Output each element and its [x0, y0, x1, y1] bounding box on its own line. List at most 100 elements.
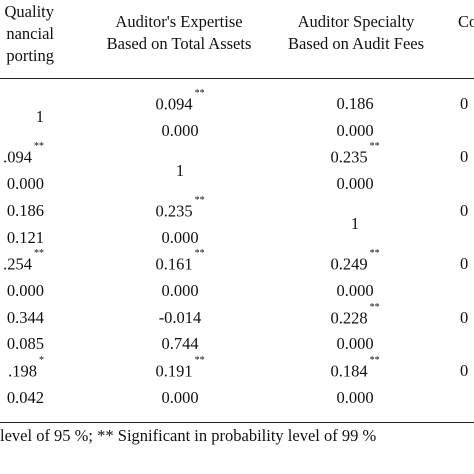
cell-value: 0.235: [330, 147, 368, 167]
bottom-rule: [0, 422, 474, 423]
cell-value: 1: [35, 107, 44, 127]
cell-r5-c1: 0.121: [6, 227, 44, 247]
cell-r6-c2: 0.161**: [100, 249, 260, 274]
cell-r8-c4: 0: [460, 307, 469, 327]
cell-value: 1: [350, 214, 360, 234]
header-col1: Quality nancial porting: [4, 2, 55, 70]
significance-marker: **: [34, 248, 44, 260]
cell-value: 0.000: [6, 280, 44, 300]
cell-value: 0.228: [330, 308, 368, 328]
header-col1-line2: nancial: [6, 24, 54, 43]
cell-value: 0.000: [161, 120, 199, 140]
header-col2-line2: Based on Total Assets: [106, 34, 252, 53]
cell-value: 0.085: [6, 334, 44, 354]
cell-value: .254: [3, 254, 32, 274]
cell-r10-c2: 0.191**: [100, 356, 260, 381]
cell-r4-c3: 1: [272, 214, 438, 234]
cell-r7-c2: 0.000: [100, 280, 260, 300]
cell-value: 0: [460, 200, 469, 220]
cell-value: 0.184: [330, 361, 368, 381]
significance-marker: **: [194, 194, 205, 206]
cell-value: 0.249: [330, 254, 368, 274]
cell-value: .094: [3, 147, 32, 167]
cell-r8-c2: -0.014: [100, 307, 260, 327]
significance-marker: **: [369, 141, 380, 153]
cell-r8-c3: 0.228**: [272, 302, 438, 328]
cell-r2-c1: .094**: [3, 142, 44, 167]
cell-value: 0.235: [155, 201, 193, 221]
significance-marker: **: [369, 248, 380, 260]
cell-r0-c1: 1: [36, 109, 44, 126]
header-col2-line1: Auditor's Expertise: [115, 12, 243, 31]
significance-marker: **: [194, 248, 205, 260]
significance-marker: **: [34, 141, 44, 153]
cell-r11-c1: 0.042: [6, 387, 44, 407]
cell-value: 0: [460, 307, 469, 327]
cell-value: 0.191: [155, 361, 193, 381]
cell-value: 0.000: [161, 227, 199, 247]
cell-value: 0.161: [155, 254, 193, 274]
cell-value: 0.344: [6, 307, 44, 327]
cell-r4-c2: 0.235**: [100, 195, 260, 221]
cell-value: 0.000: [161, 387, 199, 407]
cell-value: 0.000: [161, 280, 199, 300]
significance-marker: **: [369, 301, 380, 313]
cell-r7-c1: 0.000: [6, 280, 44, 300]
cell-r1-c3: 0.000: [272, 120, 438, 140]
cell-r0-c3: 0.186: [272, 94, 438, 113]
header-col2: Auditor's Expertise Based on Total Asset…: [88, 12, 270, 58]
cell-value: 0.000: [336, 280, 374, 300]
cell-value: 0: [460, 361, 469, 380]
significance-marker: **: [194, 88, 205, 99]
footnote: level of 95 %; ** Significant in probabi…: [0, 426, 377, 445]
header-rule: [0, 78, 474, 79]
cell-r6-c3: 0.249**: [272, 249, 438, 274]
cell-value: 0: [460, 147, 469, 167]
cell-value: .198: [8, 361, 37, 381]
significance-marker: *: [39, 355, 44, 366]
cell-value: 0.186: [336, 94, 374, 113]
cell-r3-c3: 0.000: [272, 174, 438, 194]
cell-r4-c4: 0: [460, 200, 469, 220]
header-col3: Auditor Specialty Based on Audit Fees: [270, 12, 442, 58]
cell-r10-c4: 0: [460, 361, 469, 380]
cell-r0-c4: 0: [460, 94, 469, 113]
cell-r0-c2: 0.094**: [100, 89, 260, 114]
cell-value: 0.042: [6, 387, 44, 407]
cell-r2-c4: 0: [460, 149, 468, 166]
cell-r6-c1: .254**: [3, 249, 44, 274]
cell-r3-c1: 0.000: [6, 174, 44, 194]
header-col1-line1: Quality: [4, 2, 55, 21]
cell-value: 0.000: [336, 174, 374, 194]
cell-r2-c2: 1: [100, 160, 260, 180]
cell-r11-c3: 0.000: [272, 387, 438, 407]
cell-r10-c1: .198*: [8, 356, 44, 381]
cell-value: 1: [175, 160, 185, 180]
cell-value: -0.014: [158, 307, 202, 327]
cell-r11-c2: 0.000: [100, 387, 260, 407]
cell-r8-c1: 0.344: [6, 307, 44, 327]
cell-value: 0: [460, 254, 469, 274]
cell-value: 0.000: [6, 174, 44, 194]
cell-r10-c3: 0.184**: [272, 356, 438, 381]
significance-marker: **: [194, 355, 205, 366]
cell-r9-c2: 0.744: [100, 336, 260, 353]
cell-r2-c3: 0.235**: [272, 142, 438, 167]
cell-r9-c1: 0.085: [7, 336, 44, 353]
cell-value: 0: [460, 94, 469, 113]
cell-r9-c3: 0.000: [272, 336, 438, 353]
cell-value: 0.000: [336, 334, 374, 354]
cell-r4-c1: 0.186: [6, 200, 44, 220]
cell-r7-c3: 0.000: [272, 280, 438, 300]
cell-value: 0.121: [6, 227, 44, 247]
header-col3-line1: Auditor Specialty: [297, 12, 415, 31]
cell-value: 0.186: [6, 200, 44, 220]
header-col1-line3: porting: [6, 46, 54, 65]
cell-r1-c2: 0.000: [100, 120, 260, 140]
header-col4: Co: [458, 12, 474, 31]
cell-value: 0.000: [336, 120, 374, 140]
cell-r6-c4: 0: [460, 254, 469, 274]
cell-value: 0.094: [155, 94, 193, 114]
cell-value: 0.744: [161, 334, 199, 354]
cell-value: 0.000: [336, 387, 374, 407]
